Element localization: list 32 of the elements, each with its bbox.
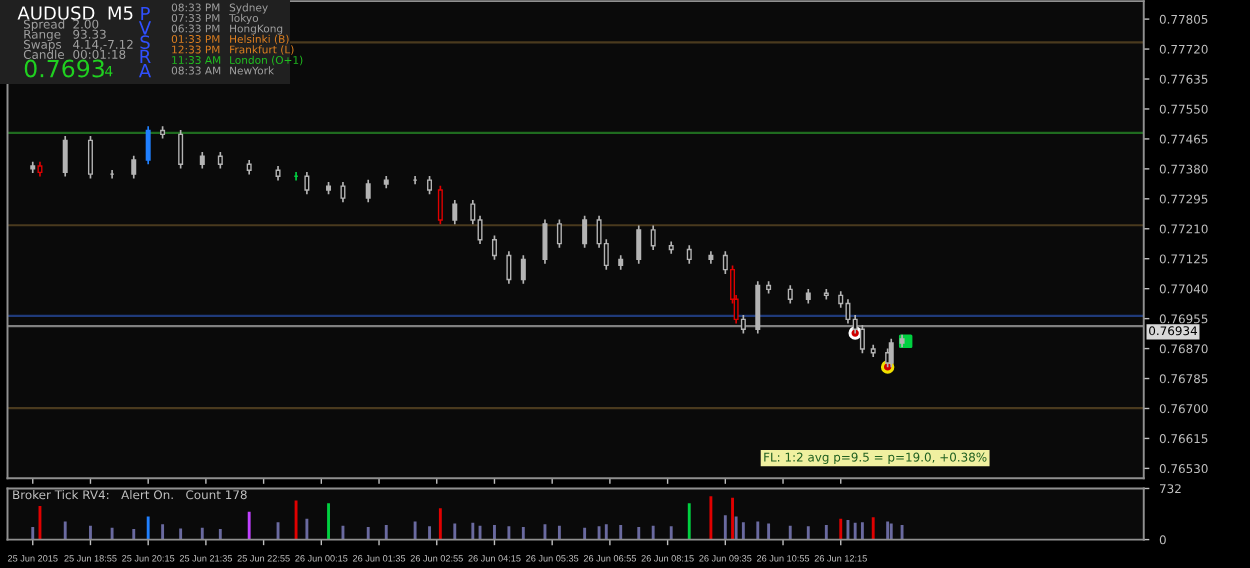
candlestick — [145, 125, 151, 166]
candlestick — [427, 175, 433, 196]
candlestick — [888, 337, 894, 369]
candlestick — [506, 250, 512, 285]
candlestick — [556, 218, 562, 249]
candlestick — [859, 324, 865, 354]
candlestick — [437, 184, 443, 226]
candlestick — [636, 224, 642, 265]
text: AUDUSD M5 — [17, 6, 133, 20]
candlestick — [542, 218, 548, 265]
candlestick — [452, 199, 458, 226]
candlestick — [131, 154, 137, 180]
candlestick — [491, 234, 497, 261]
candlestick — [755, 280, 761, 335]
annotation: A — [138, 64, 152, 78]
candlestick — [845, 298, 851, 325]
annotation: 0.7693 — [24, 59, 104, 78]
candlestick — [650, 224, 656, 251]
candlestick — [686, 244, 692, 265]
annotation: P — [141, 6, 150, 21]
annotation: S — [140, 35, 150, 49]
candlestick — [87, 135, 93, 180]
annotation: R — [140, 49, 151, 63]
candlestick — [787, 284, 793, 305]
candlestick — [582, 214, 588, 249]
candlestick — [304, 171, 310, 196]
candlestick — [365, 178, 371, 204]
candlestick — [62, 135, 68, 178]
candlestick — [178, 129, 184, 170]
annotation: V — [138, 21, 152, 35]
candlestick — [520, 254, 526, 285]
candlestick — [340, 181, 346, 204]
